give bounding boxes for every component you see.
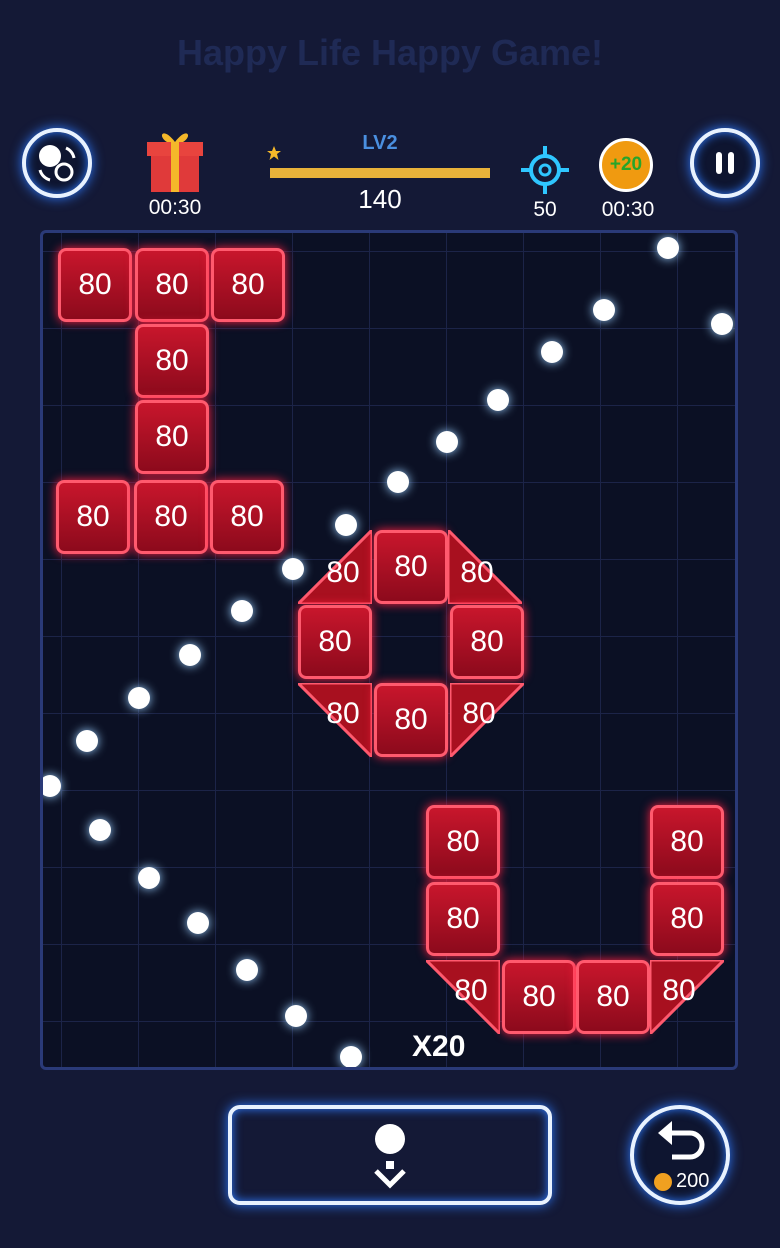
triangle-brick: 80 xyxy=(422,958,502,1038)
brick: 80 xyxy=(374,530,448,604)
ball xyxy=(128,687,150,709)
ball xyxy=(43,775,61,797)
triangle-brick: 80 xyxy=(294,681,374,761)
brick: 80 xyxy=(650,805,724,879)
undo-icon xyxy=(658,1121,705,1160)
pause-icon xyxy=(716,152,734,174)
undo-button[interactable]: 200 xyxy=(630,1105,730,1205)
brick-value: 80 xyxy=(462,697,496,730)
gift-icon xyxy=(147,133,203,192)
target-count: 50 xyxy=(533,198,557,221)
ball xyxy=(711,313,733,335)
ball xyxy=(387,471,409,493)
brick-value: 80 xyxy=(326,697,360,730)
bonus-timer: 00:30 xyxy=(601,198,655,221)
ball xyxy=(657,237,679,259)
coin-icon xyxy=(654,1173,672,1191)
swap-balls-icon xyxy=(38,145,76,182)
brick: 80 xyxy=(135,324,209,398)
brick: 80 xyxy=(134,480,208,554)
brick-value: 80 xyxy=(326,556,360,589)
ball xyxy=(593,299,615,321)
brick: 80 xyxy=(135,400,209,474)
triangle-brick: 80 xyxy=(446,526,526,606)
ball-count: X20 xyxy=(412,1030,466,1063)
brick: 80 xyxy=(58,248,132,322)
ball xyxy=(541,341,563,363)
ball xyxy=(187,912,209,934)
brick: 80 xyxy=(450,605,524,679)
gift-timer: 00:30 xyxy=(148,196,202,219)
pause-button[interactable] xyxy=(690,128,760,198)
brick-value: 80 xyxy=(662,974,696,1007)
ball xyxy=(179,644,201,666)
brick: 80 xyxy=(298,605,372,679)
brick: 80 xyxy=(210,480,284,554)
brick-value: 80 xyxy=(460,556,494,589)
brick: 80 xyxy=(211,248,285,322)
brick-value: 80 xyxy=(454,974,488,1007)
brick: 80 xyxy=(502,960,576,1034)
gift-button[interactable] xyxy=(143,126,207,194)
triangle-brick: 80 xyxy=(294,526,374,606)
triangle-brick: 80 xyxy=(648,958,728,1038)
ball xyxy=(285,1005,307,1027)
undo-cost: 200 xyxy=(676,1170,710,1192)
brick: 80 xyxy=(650,882,724,956)
ball xyxy=(282,558,304,580)
ball xyxy=(436,431,458,453)
drop-ball-button[interactable] xyxy=(228,1105,552,1205)
brick: 80 xyxy=(426,805,500,879)
drop-ball-icon xyxy=(374,1124,406,1189)
brick: 80 xyxy=(374,683,448,757)
brick: 80 xyxy=(56,480,130,554)
triangle-brick: 80 xyxy=(448,681,528,761)
ball xyxy=(487,389,509,411)
ball xyxy=(236,959,258,981)
swap-balls-button[interactable] xyxy=(22,128,92,198)
brick: 80 xyxy=(135,248,209,322)
brick: 80 xyxy=(576,960,650,1034)
brick: 80 xyxy=(426,882,500,956)
ball xyxy=(138,867,160,889)
ball xyxy=(335,514,357,536)
level-label: LV2 xyxy=(362,132,398,154)
slogan: Happy Life Happy Game! xyxy=(176,32,604,73)
star-icon xyxy=(267,146,281,160)
game-board[interactable]: 80 80 80 80 80 80 80 80 80 80 80 80 80 80 80 80 80 80 80 80… xyxy=(40,230,738,1070)
ball xyxy=(340,1046,362,1067)
ball xyxy=(231,600,253,622)
ball xyxy=(76,730,98,752)
ball xyxy=(89,819,111,841)
bonus-button[interactable]: +20 xyxy=(599,138,653,192)
level-progress-fill xyxy=(270,168,490,178)
crosshair-icon[interactable] xyxy=(519,144,571,196)
score: 140 xyxy=(358,184,402,214)
level-progress-bar xyxy=(270,168,490,178)
